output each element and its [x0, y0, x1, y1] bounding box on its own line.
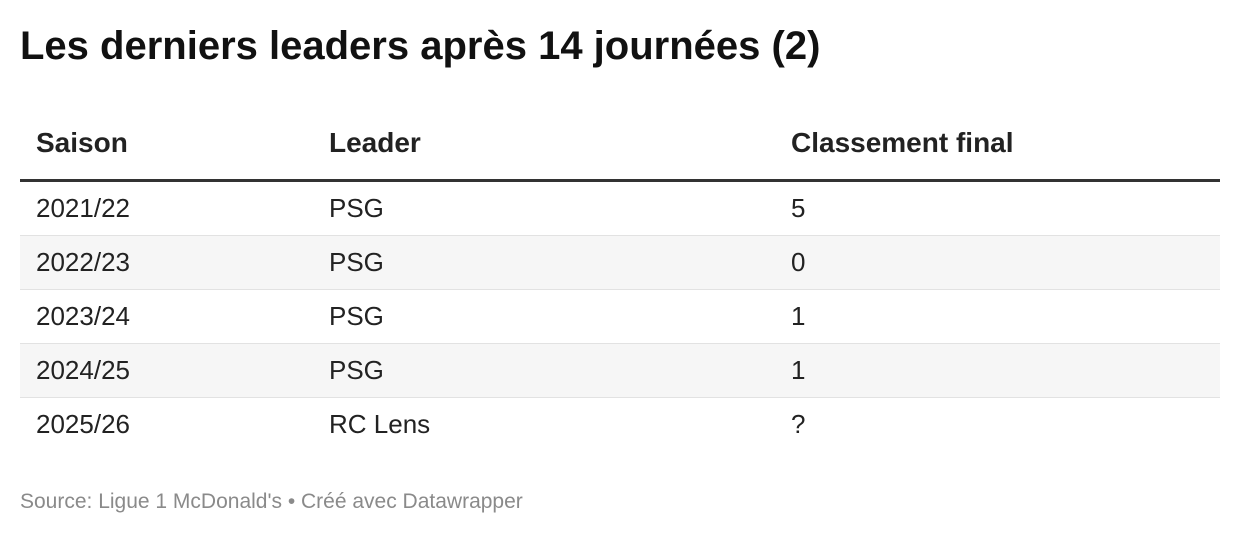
cell-saison: 2022/23: [36, 247, 130, 277]
cell-leader: PSG: [329, 301, 384, 331]
cell-saison: 2021/22: [36, 193, 130, 223]
cell-classement: 0: [791, 247, 806, 277]
table-row: 2023/24 PSG 1: [20, 290, 1220, 344]
cell-classement: 1: [791, 301, 806, 331]
table-row: 2024/25 PSG 1: [20, 344, 1220, 398]
cell-leader: PSG: [329, 355, 384, 385]
cell-leader: RC Lens: [329, 409, 431, 439]
cell-leader: PSG: [329, 247, 384, 277]
cell-saison: 2023/24: [36, 301, 130, 331]
column-header-leader[interactable]: Leader: [329, 127, 421, 158]
table-header: Saison Leader Classement final: [20, 116, 1220, 182]
table-row: 2022/23 PSG 0: [20, 236, 1220, 290]
cell-classement: ?: [791, 409, 806, 439]
source-footer: Source: Ligue 1 McDonald's • Créé avec D…: [20, 490, 523, 513]
cell-classement: 5: [791, 193, 806, 223]
column-header-classement[interactable]: Classement final: [791, 127, 1014, 158]
chart-title: Les derniers leaders après 14 journées (…: [20, 24, 821, 68]
cell-classement: 1: [791, 355, 806, 385]
data-table: Saison Leader Classement final 2021/22 P…: [20, 116, 1220, 451]
table-row: 2021/22 PSG 5: [20, 182, 1220, 236]
column-header-saison[interactable]: Saison: [36, 127, 128, 158]
table-row: 2025/26 RC Lens ?: [20, 398, 1220, 451]
cell-saison: 2025/26: [36, 409, 130, 439]
cell-saison: 2024/25: [36, 355, 130, 385]
cell-leader: PSG: [329, 193, 384, 223]
datawrapper-table-chart: Les derniers leaders après 14 journées (…: [20, 0, 1220, 536]
